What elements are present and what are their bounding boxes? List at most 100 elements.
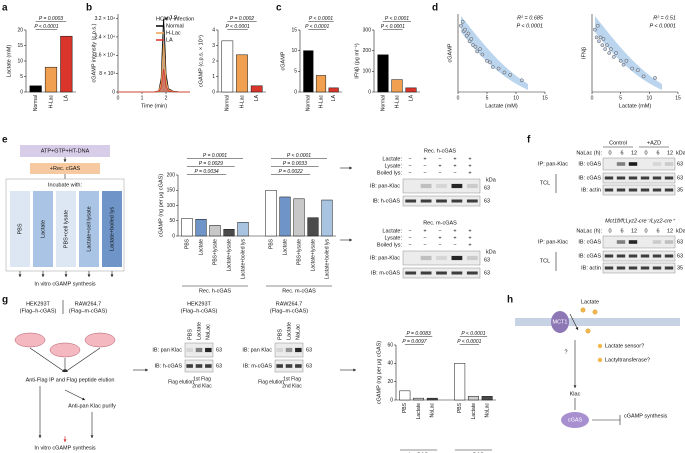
blot: [602, 157, 676, 171]
bar: [29, 85, 42, 93]
lane-mark: −: [438, 228, 441, 234]
step: Anti-pan Klac purify: [68, 403, 116, 409]
mw: 63: [484, 198, 490, 204]
note: Flag elution: [258, 379, 284, 385]
arrow-head: [353, 368, 356, 372]
ib-label: IP: pan-Klac: [538, 239, 568, 245]
line: [569, 313, 579, 331]
y-tick-label: 3.2 × 10⁴: [95, 16, 115, 22]
y-tick-label: 2.4 × 10⁴: [95, 34, 115, 40]
category-label: NaLac: [484, 403, 490, 418]
p-value: P = 0.0083: [407, 331, 431, 337]
x-tick-label: 15: [542, 95, 548, 101]
category-label: H-Lac: [239, 95, 245, 109]
column: [102, 191, 122, 267]
x-tick-label: 10: [513, 95, 519, 101]
note: 1st Flag: [193, 376, 211, 382]
lane-mark: −: [453, 170, 456, 176]
x-tick-label: 5: [486, 95, 489, 101]
peak-annotation: 1.9: [170, 15, 178, 21]
lane-label: 0: [608, 150, 611, 156]
arrow-head: [575, 327, 579, 330]
bar: [413, 397, 425, 401]
tcl-label: TCL: [540, 180, 550, 186]
mw: 63: [306, 363, 312, 369]
y-tick-label: 5: [294, 69, 297, 75]
category-label: Lactate: [282, 239, 288, 256]
column-label: Lactate+cell lysate: [86, 206, 92, 251]
flow-text: Incubate with:: [48, 182, 82, 188]
point: [594, 35, 599, 40]
p-value: P = 0.0003: [39, 16, 63, 22]
construct: (Flag–m-cGAS): [270, 308, 308, 314]
category-label: PBS: [268, 238, 274, 249]
category-label: Normal: [380, 95, 386, 111]
blot-band: [205, 364, 212, 368]
y-axis-label: cGAMP: [447, 43, 453, 62]
cgas: [561, 412, 589, 428]
header: Control: [609, 140, 627, 146]
lane-label: Lactate: [286, 322, 292, 340]
lane-mark: −: [438, 170, 441, 176]
blot-band: [436, 183, 447, 189]
blot-band: [285, 347, 293, 353]
point: [473, 44, 478, 49]
lane-mark: −: [408, 163, 411, 169]
note: 2nd Klac: [282, 383, 302, 389]
lane-mark: +: [438, 235, 441, 241]
p-value: P < 0.0001: [34, 24, 58, 30]
blot-band: [186, 364, 193, 368]
bar: [293, 198, 305, 237]
y-axis-label: cGAMP (ng per μg cGAS): [376, 341, 382, 404]
blot-band: [664, 176, 674, 180]
row-label: Lysate:: [384, 235, 402, 241]
lane-mark: −: [423, 242, 426, 248]
point: [467, 39, 472, 44]
x-tick-label: 1: [141, 95, 144, 101]
column-label: PBS+cell lysate: [63, 210, 69, 248]
ib-label: IB: actin: [581, 187, 601, 193]
lane-mark: +: [423, 228, 426, 234]
blot-band: [604, 176, 614, 180]
p-value: P < 0.0001: [381, 24, 405, 30]
bar: [236, 54, 248, 93]
bar: [328, 87, 339, 93]
arrow-head: [18, 274, 22, 277]
arrow-head: [90, 435, 94, 438]
column-label: PBS: [17, 223, 23, 234]
ib-label: IB: h-cGAS: [372, 198, 400, 204]
tcl-label: TCL: [540, 258, 550, 264]
blot-band: [451, 199, 463, 203]
lane-mark: −: [408, 242, 411, 248]
lane-mark: +: [423, 156, 426, 162]
p-value: P < 0.0001: [226, 24, 250, 30]
bar: [209, 225, 221, 237]
blot-band: [436, 255, 447, 261]
y-tick-label: 20: [17, 27, 23, 33]
bar: [315, 75, 327, 93]
box: [5, 178, 125, 272]
point: [611, 55, 616, 59]
column: [33, 191, 53, 267]
blot-band: [285, 364, 293, 368]
y-tick-label: 15: [17, 43, 23, 49]
category-label: Normal: [33, 95, 39, 111]
ib-label: IB: h-cGAS: [154, 363, 182, 369]
ib-label: IB: cGAS: [578, 253, 601, 259]
arrow-head: [82, 397, 85, 401]
panel-label: e: [2, 135, 8, 146]
blot-band: [664, 162, 674, 166]
point: [605, 43, 609, 48]
blot-band: [451, 183, 463, 189]
bar: [405, 87, 417, 93]
y-tick-label: 2: [212, 58, 215, 64]
lane-mark: +: [453, 156, 456, 162]
sensor-dot: [597, 357, 603, 363]
ib-label: IB: cGAS: [578, 239, 601, 245]
lane-mark: +: [468, 170, 471, 176]
lane-label: 12: [631, 228, 637, 234]
y-tick-label: 15: [291, 27, 297, 33]
dish: [14, 332, 46, 348]
stat-annotation: R² = 0.685: [517, 15, 544, 21]
column-label: Lactate+boiled lys: [109, 207, 115, 251]
